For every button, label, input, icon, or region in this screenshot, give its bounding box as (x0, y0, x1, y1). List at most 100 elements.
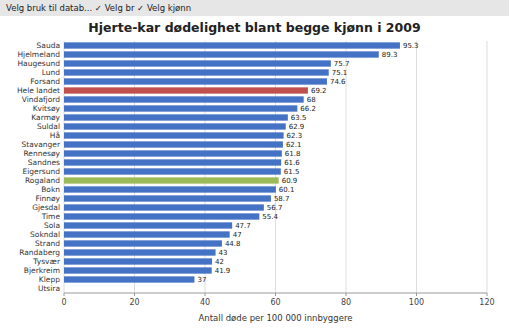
data-label: 41.9 (215, 267, 231, 275)
category-label: Karmøy (31, 113, 60, 122)
category-label: Rennesøy (23, 149, 60, 158)
bar (64, 240, 222, 246)
data-label: 42 (215, 258, 224, 266)
data-label: 58.7 (274, 195, 290, 203)
grid-line (416, 41, 417, 293)
bar (64, 168, 281, 174)
data-label: 95.3 (403, 42, 419, 50)
bar (64, 222, 232, 228)
bar (64, 78, 327, 84)
bar (64, 186, 276, 192)
data-label: 63.5 (291, 114, 307, 122)
bar (64, 60, 331, 66)
bar (64, 123, 286, 129)
title: Hjerte-kar dødelighet blant begge kjønn … (88, 20, 420, 35)
data-label: 69.2 (311, 87, 327, 95)
bar (64, 87, 308, 93)
bar (64, 96, 304, 102)
bar (64, 150, 282, 156)
bar (64, 69, 329, 75)
category-label: Bjerkreim (24, 266, 60, 275)
category-label: Utsira (38, 284, 60, 293)
x-axis (64, 293, 487, 294)
bar (64, 114, 288, 120)
data-label: 62.9 (289, 123, 305, 131)
data-label: 55.4 (262, 213, 278, 221)
bar (64, 285, 65, 291)
category-label: Randaberg (19, 248, 60, 257)
category-label: Lund (42, 68, 61, 77)
tick-label: 100 (409, 298, 424, 307)
category-label: Finnøy (36, 194, 61, 203)
category-label: Gjesdal (32, 203, 60, 212)
bar (64, 177, 279, 183)
category-label: Vindafjord (22, 95, 60, 104)
annotation: Velg bruk til datab... ✓ Velg br ✓ Velg … (6, 3, 191, 13)
data-label: 75.1 (332, 69, 348, 77)
tick-label: 20 (129, 298, 139, 307)
data-label: 74.6 (330, 78, 346, 86)
category-label: Rogaland (25, 176, 60, 185)
data-label: 37 (197, 276, 206, 284)
data-label: 60.9 (282, 177, 298, 185)
data-label: 47 (233, 231, 242, 239)
grid-line (346, 41, 347, 293)
data-label: 68 (307, 96, 316, 104)
data-label: 62.1 (286, 141, 302, 149)
tick-label: 60 (270, 298, 280, 307)
bar (64, 132, 284, 138)
data-label: 61.8 (285, 150, 301, 158)
grid-line (487, 41, 488, 293)
chart: Velg bruk til datab... ✓ Velg br ✓ Velg … (0, 0, 509, 331)
category-label: Klepp (39, 275, 60, 284)
data-label: 47.7 (235, 222, 251, 230)
data-label: 56.7 (267, 204, 283, 212)
bar (64, 42, 400, 48)
tick-label: 0 (61, 298, 66, 307)
bar (64, 159, 281, 165)
category-label: Hele landet (17, 86, 60, 95)
category-label: Forsand (30, 77, 60, 86)
data-label: 60.1 (279, 186, 295, 194)
bar (64, 204, 264, 210)
category-label: Hjelmeland (17, 50, 60, 59)
category-label: Stavanger (21, 140, 60, 149)
category-label: Hå (50, 131, 60, 140)
category-label: Sandnes (28, 158, 60, 167)
category-label: Bokn (41, 185, 60, 194)
tick-label: 80 (341, 298, 351, 307)
bar (64, 105, 297, 111)
category-label: Sola (44, 221, 60, 230)
data-label: 61.5 (284, 168, 300, 176)
data-label: 75.7 (334, 60, 350, 68)
category-label: Time (41, 212, 61, 221)
bar (64, 267, 212, 273)
tick-label: 120 (479, 298, 494, 307)
data-label: 66.2 (300, 105, 316, 113)
data-label: 44.8 (225, 240, 241, 248)
category-label: Sauda (37, 41, 60, 50)
category-label: Sokndal (30, 230, 60, 239)
bar (64, 231, 230, 237)
bar (64, 141, 283, 147)
category-label: Kvitsøy (33, 104, 61, 113)
x-axis-label: Antall døde per 100 000 innbyggere (199, 313, 353, 323)
bars (64, 42, 400, 282)
grid (64, 41, 487, 296)
toolbar (0, 0, 509, 16)
bar (64, 258, 212, 264)
bar (64, 213, 259, 219)
bar (64, 276, 194, 282)
bar (64, 51, 379, 57)
data-label: 62.3 (287, 132, 303, 140)
bar (64, 195, 271, 201)
tick-label: 40 (200, 298, 210, 307)
bar (64, 249, 216, 255)
data-label: 43 (219, 249, 228, 257)
data-label: 89.3 (382, 51, 398, 59)
category-label: Eigersund (23, 167, 61, 176)
category-label: Haugesund (17, 59, 60, 68)
category-label: Suldal (37, 122, 60, 131)
category-label: Strand (35, 239, 60, 248)
category-label: Tysvær (32, 257, 61, 266)
